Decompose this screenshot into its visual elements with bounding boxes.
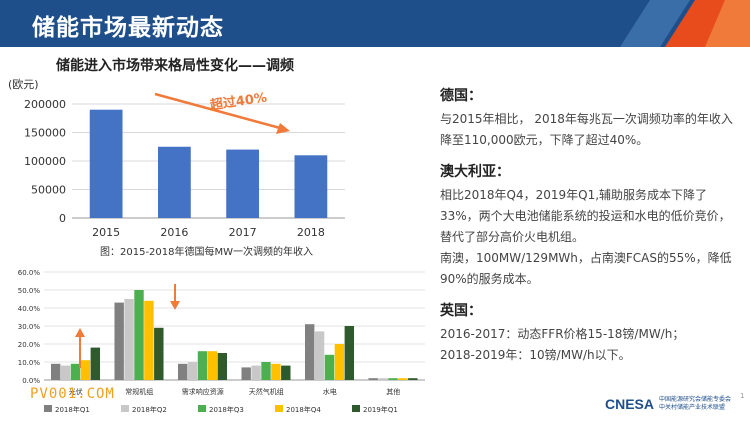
bar — [134, 290, 144, 380]
germany-text: 与2015年相比， 2018年每兆瓦一次调频功率的年收入降至110,000欧元，… — [440, 112, 733, 147]
bar — [154, 327, 164, 380]
logo-line-2: 中关村储能产业技术联盟 — [659, 404, 726, 411]
y-tick-label: 150000 — [24, 127, 66, 140]
legend-swatch — [198, 405, 206, 412]
germany-section: 德国： 与2015年相比， 2018年每兆瓦一次调频功率的年收入降至110,00… — [440, 85, 740, 151]
y-tick-label: 100000 — [24, 155, 66, 168]
australia-section: 澳大利亚： 相比2018年Q4，2019年Q1,辅助服务成本下降了33%，两个大… — [440, 161, 740, 290]
x-tick-label: 2018 — [297, 226, 325, 239]
germany-revenue-chart: 0 50000 100000 150000 200000 2015 2016 2017 2018… — [8, 78, 345, 258]
y-tick-label: 60.0% — [18, 269, 41, 277]
bar — [80, 360, 91, 380]
bar — [344, 326, 355, 380]
bar — [124, 299, 134, 380]
header-accent-stripes — [620, 0, 750, 47]
bar — [90, 347, 101, 380]
bar — [261, 362, 271, 380]
bar — [281, 365, 291, 380]
bar — [294, 155, 328, 218]
cnesa-logo: CNESA 中国能源研究会储能专委会 中关村储能产业技术联盟 — [605, 396, 745, 418]
logo-wordmark: CNESA — [605, 396, 655, 412]
bar — [60, 365, 71, 380]
up-arrow-head — [75, 328, 85, 337]
y-tick-label: 10.0% — [18, 359, 41, 367]
y-tick-label: 0 — [59, 212, 66, 225]
x-tick-label: 需求响应资源 — [182, 387, 224, 396]
bar — [114, 302, 124, 380]
australia-heading: 澳大利亚： — [440, 164, 510, 180]
y-tick-label: 200000 — [24, 98, 66, 111]
bar — [398, 378, 408, 380]
x-tick-label: 水电 — [323, 387, 337, 396]
watermark-text: PV001.COM — [30, 386, 115, 402]
logo-line-1: 中国能源研究会储能专委会 — [659, 396, 732, 403]
germany-heading: 德国： — [440, 88, 482, 104]
bar — [187, 362, 198, 380]
australia-text-1: 相比2018年Q4，2019年Q1,辅助服务成本下降了33%，两个大电池储能系统… — [440, 188, 731, 244]
bar — [334, 344, 345, 380]
bar — [241, 367, 251, 380]
bar — [144, 300, 154, 380]
y-tick-label: 50000 — [31, 184, 66, 197]
legend-swatch — [352, 405, 360, 412]
uk-heading: 英国： — [440, 303, 482, 319]
bar — [197, 351, 208, 380]
bar — [50, 363, 61, 380]
australia-text-2: 南澳，100MW/129MWh，占南澳FCAS的55%，降低90%的服务成本。 — [440, 251, 732, 286]
decline-arrow-head — [276, 123, 290, 134]
grid-service-share-chart: 0.0% 10.0% 20.0% 30.0% 40.0% 50.0% 60.0% 光伏 常规机组… — [18, 269, 425, 414]
bar — [388, 378, 398, 380]
x-tick-label: 光伏 — [69, 387, 83, 396]
x-tick-label: 其他 — [386, 387, 400, 396]
slide-subtitle: 储能进入市场带来格局性变化——调频 — [56, 58, 294, 74]
uk-text-2: 2018-2019年：10镑/MW/h以下。 — [440, 348, 631, 362]
legend-label: 2018年Q3 — [209, 405, 244, 414]
y-tick-label: 50.0% — [18, 287, 41, 295]
bar — [89, 109, 123, 218]
bar — [217, 353, 228, 380]
bar — [324, 354, 335, 380]
x-tick-label: 常规机组 — [125, 387, 153, 396]
legend-label: 2019年Q1 — [363, 405, 398, 414]
logo-org-lines: 中国能源研究会储能专委会 中关村储能产业技术联盟 — [659, 396, 731, 412]
legend-label: 2018年Q1 — [55, 405, 90, 414]
bar — [271, 363, 281, 380]
bar — [408, 378, 418, 380]
page-number: 1 — [740, 392, 745, 400]
decline-annotation: 超过40% — [209, 90, 268, 114]
bar — [304, 324, 315, 380]
bar — [177, 363, 188, 380]
header-bar: 储能市场最新动态 — [0, 0, 750, 47]
bar — [207, 351, 218, 380]
bar — [368, 378, 378, 380]
chart-caption: 图：2015-2018年德国每MW一次调频的年收入 — [100, 245, 313, 258]
bar — [70, 363, 81, 380]
legend-swatch — [275, 405, 283, 412]
x-tick-label: 2016 — [160, 226, 188, 239]
y-tick-label: 40.0% — [18, 305, 41, 313]
bar — [314, 331, 325, 380]
x-tick-label: 2015 — [92, 226, 120, 239]
y-tick-label: 30.0% — [18, 323, 41, 331]
country-notes-panel: 德国： 与2015年相比， 2018年每兆瓦一次调频功率的年收入降至110,00… — [440, 85, 740, 376]
x-tick-label: 2017 — [229, 226, 257, 239]
legend-swatch — [121, 405, 129, 412]
bar — [251, 365, 261, 380]
legend-swatch — [44, 405, 52, 412]
down-arrow-head — [170, 301, 180, 310]
legend-label: 2018年Q2 — [132, 405, 167, 414]
y-tick-label: 20.0% — [18, 341, 41, 349]
y-tick-label: 0.0% — [22, 377, 40, 385]
legend-label: 2018年Q4 — [286, 405, 321, 414]
x-tick-label: 天然气机组 — [249, 387, 284, 396]
uk-section: 英国： 2016-2017：动态FFR价格15-18镑/MW/h； 2018-2… — [440, 300, 740, 366]
uk-text-1: 2016-2017：动态FFR价格15-18镑/MW/h； — [440, 327, 685, 341]
bar — [157, 146, 191, 218]
page-title: 储能市场最新动态 — [32, 15, 224, 41]
bar — [378, 378, 388, 380]
decline-arrow — [154, 92, 281, 130]
y-axis-unit-label: (欧元) — [8, 78, 39, 91]
bar — [226, 149, 260, 218]
